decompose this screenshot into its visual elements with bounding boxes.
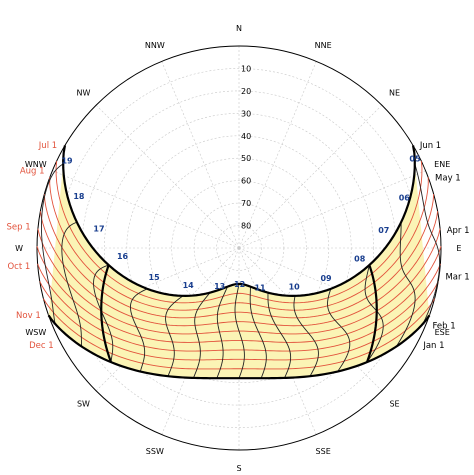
altitude-ring	[104, 113, 374, 383]
boundary-lines	[47, 145, 431, 380]
date-label-right: Apr 1	[447, 226, 470, 236]
hour-line	[61, 221, 83, 347]
winter-solstice-path	[47, 314, 431, 380]
hour-line	[249, 286, 267, 379]
horizon-circle	[36, 45, 442, 451]
hour-line	[395, 222, 416, 347]
hour-line	[234, 283, 245, 379]
compass-label: S	[236, 464, 241, 473]
altitude-label: 80	[241, 222, 251, 231]
hour-label: 13	[214, 282, 225, 291]
compass-label: WNW	[25, 160, 47, 169]
hour-label: 12	[234, 280, 245, 289]
compass-label: WSW	[25, 328, 46, 337]
compass-label: SSW	[146, 447, 164, 456]
hour-label: 09	[320, 274, 332, 283]
hour-lines	[40, 163, 441, 379]
date-label-left: Sep 1	[6, 222, 30, 232]
date-line	[37, 263, 441, 352]
date-label-left: Dec 1	[29, 341, 54, 351]
date-label-right: Jan 1	[422, 341, 444, 351]
labels: N NNE NE ENE E ESE SE SSE S SSW SW WSW W WNW NW NNW 10 20…	[6, 24, 469, 473]
azimuth-spoke	[52, 170, 240, 249]
azimuth-spoke	[238, 170, 426, 249]
summer-solstice-path	[62, 145, 416, 297]
altitude-label: 30	[241, 109, 251, 118]
hour-line	[129, 288, 148, 372]
hour-label: 05	[409, 154, 421, 163]
date-line	[43, 193, 435, 319]
hour-label: 17	[93, 224, 104, 233]
hour-line	[327, 288, 351, 372]
hour-label: 11	[254, 284, 266, 293]
altitude-label: 20	[241, 87, 251, 96]
altitude-label: 10	[241, 64, 251, 73]
compass-label: NW	[77, 88, 91, 97]
date-line	[39, 281, 439, 361]
hour-label: 07	[378, 226, 389, 235]
compass-label: SE	[389, 400, 399, 409]
date-label-right: Feb 1	[432, 321, 455, 331]
date-label-left: Nov 1	[16, 311, 41, 321]
date-line	[49, 177, 429, 311]
hour-label: 18	[73, 192, 85, 201]
hour-label: 16	[117, 252, 129, 261]
date-label-left: Aug 1	[20, 167, 45, 177]
date-label-left: Oct 1	[7, 262, 30, 272]
compass-label: W	[15, 244, 23, 253]
morning-boundary	[365, 264, 378, 363]
compass-label: E	[456, 244, 461, 253]
altitude-label: 50	[241, 154, 251, 163]
altitude-label: 60	[241, 177, 251, 186]
date-line	[43, 298, 435, 370]
hour-label: 14	[183, 281, 195, 290]
hour-line	[414, 163, 441, 324]
hour-line	[267, 292, 292, 379]
hour-line	[293, 295, 319, 377]
compass-label: SSE	[316, 447, 331, 456]
date-label-right: May 1	[435, 173, 461, 183]
hour-label: 10	[289, 283, 301, 292]
date-label-right: Jun 1	[419, 141, 441, 151]
date-label-left: Jul 1	[38, 141, 57, 151]
hour-line	[165, 295, 184, 377]
evening-boundary	[100, 264, 113, 363]
hour-line	[216, 286, 228, 379]
date-label-right: Mar 1	[445, 273, 469, 283]
altitude-ring	[216, 225, 262, 271]
date-line	[39, 211, 439, 327]
date-line	[55, 160, 423, 304]
altitude-label: 70	[241, 199, 251, 208]
compass-label: SW	[77, 400, 90, 409]
compass-label: NNE	[315, 41, 332, 50]
hour-line	[40, 163, 64, 324]
hour-label: 15	[149, 273, 161, 282]
hour-label: 06	[399, 193, 411, 202]
compass-label: ENE	[434, 160, 450, 169]
compass-label: NE	[389, 88, 400, 97]
azimuth-spoke	[238, 104, 383, 249]
hour-line	[193, 292, 211, 379]
azimuth-spoke	[238, 61, 317, 249]
azimuth-spoke	[161, 61, 240, 249]
polar-grid	[36, 45, 442, 451]
compass-label: ESE	[435, 328, 450, 337]
azimuth-spoke	[95, 104, 240, 249]
hour-label: 08	[354, 255, 366, 264]
hour-label: 19	[61, 156, 73, 165]
altitude-label: 40	[241, 132, 251, 141]
compass-label: N	[236, 24, 242, 33]
compass-label: NNW	[145, 41, 165, 50]
